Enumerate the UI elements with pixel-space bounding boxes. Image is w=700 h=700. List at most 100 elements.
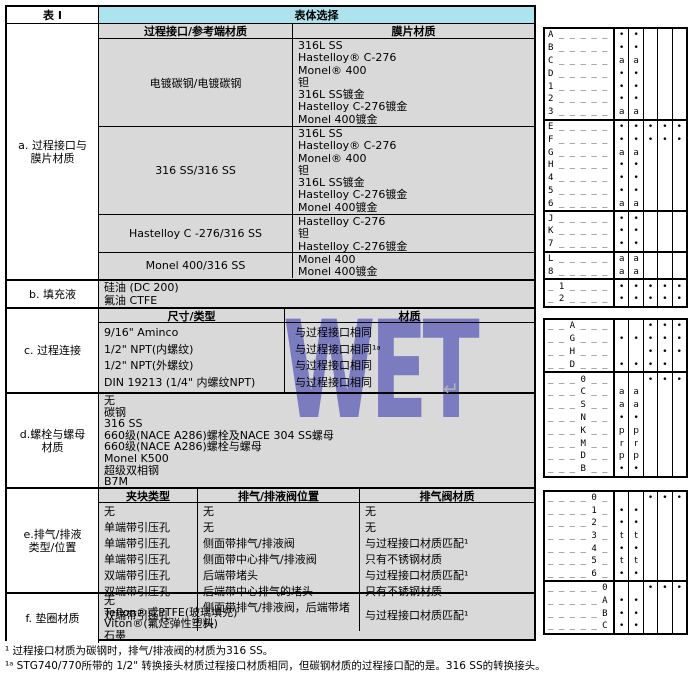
availability-mark: • xyxy=(642,582,657,595)
code-row: L _ _ _ _ _ a a xyxy=(545,252,686,266)
code-row: _ _ _ _ _ 0 • • • xyxy=(545,582,686,595)
availability-mark: • xyxy=(613,29,628,42)
availability-empty xyxy=(642,252,657,266)
availability-mark: a xyxy=(628,398,642,412)
availability-mark: r xyxy=(613,437,628,450)
col-header-process-interface: 过程接口/参考端材质 xyxy=(143,25,248,38)
availability-empty xyxy=(657,411,671,425)
availability-mark: • xyxy=(613,80,628,93)
code-row: 8 _ _ _ _ _ a a xyxy=(545,265,686,279)
gasket-options: 无 Teflon®或PTFE(玻璃填充) Viton®(氟烃弹性塑料) 石墨 xyxy=(104,594,238,642)
col-header-vent-material: 排气阀材质 xyxy=(359,489,534,503)
availability-empty xyxy=(671,462,686,476)
list-item: 1/2" NPT(外螺纹) xyxy=(104,359,194,372)
option-code: _ _ H _ _ _ xyxy=(548,346,608,357)
option-code: C _ _ _ _ _ xyxy=(548,55,608,66)
availability-mark: • xyxy=(642,292,657,306)
availability-mark: • xyxy=(613,594,628,608)
section-e-subheader: 夹块类型 排气/排液阀位置 排气阀材质 xyxy=(99,489,534,503)
availability-empty xyxy=(642,224,657,238)
availability-empty xyxy=(657,29,671,42)
availability-mark: a xyxy=(628,105,642,119)
availability-mark: t xyxy=(613,529,628,543)
section-e-label: e.排气/排液 类型/位置 xyxy=(7,489,99,592)
availability-mark: • xyxy=(613,567,628,581)
option-code: _ _ _ C _ _ xyxy=(548,387,608,398)
code-row: 3 _ _ _ _ _ a a xyxy=(545,105,686,119)
code-row: _ _ G _ _ _ • • • • • xyxy=(545,332,686,346)
option-code: J _ _ _ _ _ xyxy=(548,213,608,224)
availability-mark: • xyxy=(642,332,657,346)
code-row: _ _ _ _ 2 _ • • xyxy=(545,517,686,530)
availability-empty xyxy=(642,212,657,225)
cell: 后端带堵头 xyxy=(197,567,359,583)
option-code: 5 _ _ _ _ _ xyxy=(548,185,608,196)
availability-empty xyxy=(671,437,686,450)
availability-empty xyxy=(642,54,657,68)
table-row: 无 无 无 xyxy=(99,503,534,519)
availability-mark: • xyxy=(657,345,671,359)
availability-mark: t xyxy=(628,554,642,568)
availability-empty xyxy=(671,529,686,543)
availability-mark: • xyxy=(613,224,628,238)
option-code: _ 1 _ _ _ _ xyxy=(548,281,608,292)
availability-mark: a xyxy=(628,265,642,279)
table-row: 单端带引压孔 无 无 xyxy=(99,519,534,535)
availability-mark: • xyxy=(628,158,642,172)
availability-empty xyxy=(657,171,671,185)
interface-cell: Monel 400/316 SS xyxy=(145,259,246,272)
option-code: _ _ _ _ 2 _ xyxy=(548,518,608,529)
table-row: Hastelloy C -276/316 SS Hastelloy C-276 … xyxy=(99,214,534,252)
section-a: a. 过程接口与 膜片材质 过程接口/参考端材质 膜片材质 电镀碳钢/电镀碳钢 … xyxy=(7,24,534,279)
option-code: E _ _ _ _ _ xyxy=(548,121,608,132)
cell: 单端带引压孔 xyxy=(104,553,170,566)
diaphragm-cell: Monel 400 Monel 400镀金 xyxy=(292,253,534,278)
list-item: 与过程接口相同 xyxy=(295,375,372,389)
availability-empty xyxy=(671,224,686,238)
option-code: _ _ _ _ _ 0 xyxy=(548,583,608,594)
cell: 与过程接口材质匹配¹ xyxy=(359,535,534,551)
cell: 侧面带中心排气/排液阀 xyxy=(197,551,359,567)
code-row: _ _ _ D _ _ p p xyxy=(545,449,686,463)
availability-empty xyxy=(642,158,657,172)
availability-empty xyxy=(613,320,628,333)
cell: 与过程接口材质匹配¹ xyxy=(359,567,534,583)
availability-empty xyxy=(657,92,671,106)
availability-empty xyxy=(671,385,686,399)
code-group: _ _ _ _ _ 0 • • • _ _ _ _ _ A • • _ _ _ _ _ B • •… xyxy=(545,580,686,633)
availability-mark: • xyxy=(671,345,686,359)
availability-mark: • xyxy=(613,358,628,372)
availability-empty xyxy=(671,411,686,425)
connection-type-list: 9/16" Aminco 1/2" NPT(内螺纹) 1/2" NPT(外螺纹)… xyxy=(99,323,284,392)
availability-mark: • xyxy=(671,492,686,505)
availability-mark: • xyxy=(628,292,642,306)
availability-empty xyxy=(671,41,686,55)
code-row: K _ _ _ _ _ • • xyxy=(545,224,686,238)
availability-empty xyxy=(671,424,686,438)
code-row: _ _ _ _ 1 _ • • xyxy=(545,504,686,518)
availability-mark: • xyxy=(671,582,686,595)
code-row: F _ _ _ _ _ • • • • • xyxy=(545,133,686,147)
availability-mark: • xyxy=(642,345,657,359)
availability-empty xyxy=(671,237,686,251)
availability-mark: t xyxy=(628,529,642,543)
availability-empty xyxy=(642,542,657,555)
availability-empty xyxy=(642,619,657,633)
option-code: B _ _ _ _ _ xyxy=(548,43,608,54)
option-code: _ _ _ _ 3 _ xyxy=(548,531,608,542)
code-row: 1 _ _ _ _ _ • • xyxy=(545,80,686,93)
cell: 后端带中心排气的堵头 xyxy=(197,583,359,599)
availability-empty xyxy=(671,80,686,93)
option-code: 1 _ _ _ _ _ xyxy=(548,81,608,92)
availability-empty xyxy=(642,567,657,581)
section-b-label: b. 填充液 xyxy=(7,281,99,307)
availability-mark: a xyxy=(613,265,628,279)
availability-empty xyxy=(657,105,671,119)
availability-empty xyxy=(671,398,686,412)
option-code: 8 _ _ _ _ _ xyxy=(548,266,608,277)
option-code: _ _ _ K _ _ xyxy=(548,425,608,436)
code-row: J _ _ _ _ _ • • xyxy=(545,212,686,225)
availability-mark: • xyxy=(657,373,671,386)
code-row: D _ _ _ _ _ • • xyxy=(545,67,686,81)
